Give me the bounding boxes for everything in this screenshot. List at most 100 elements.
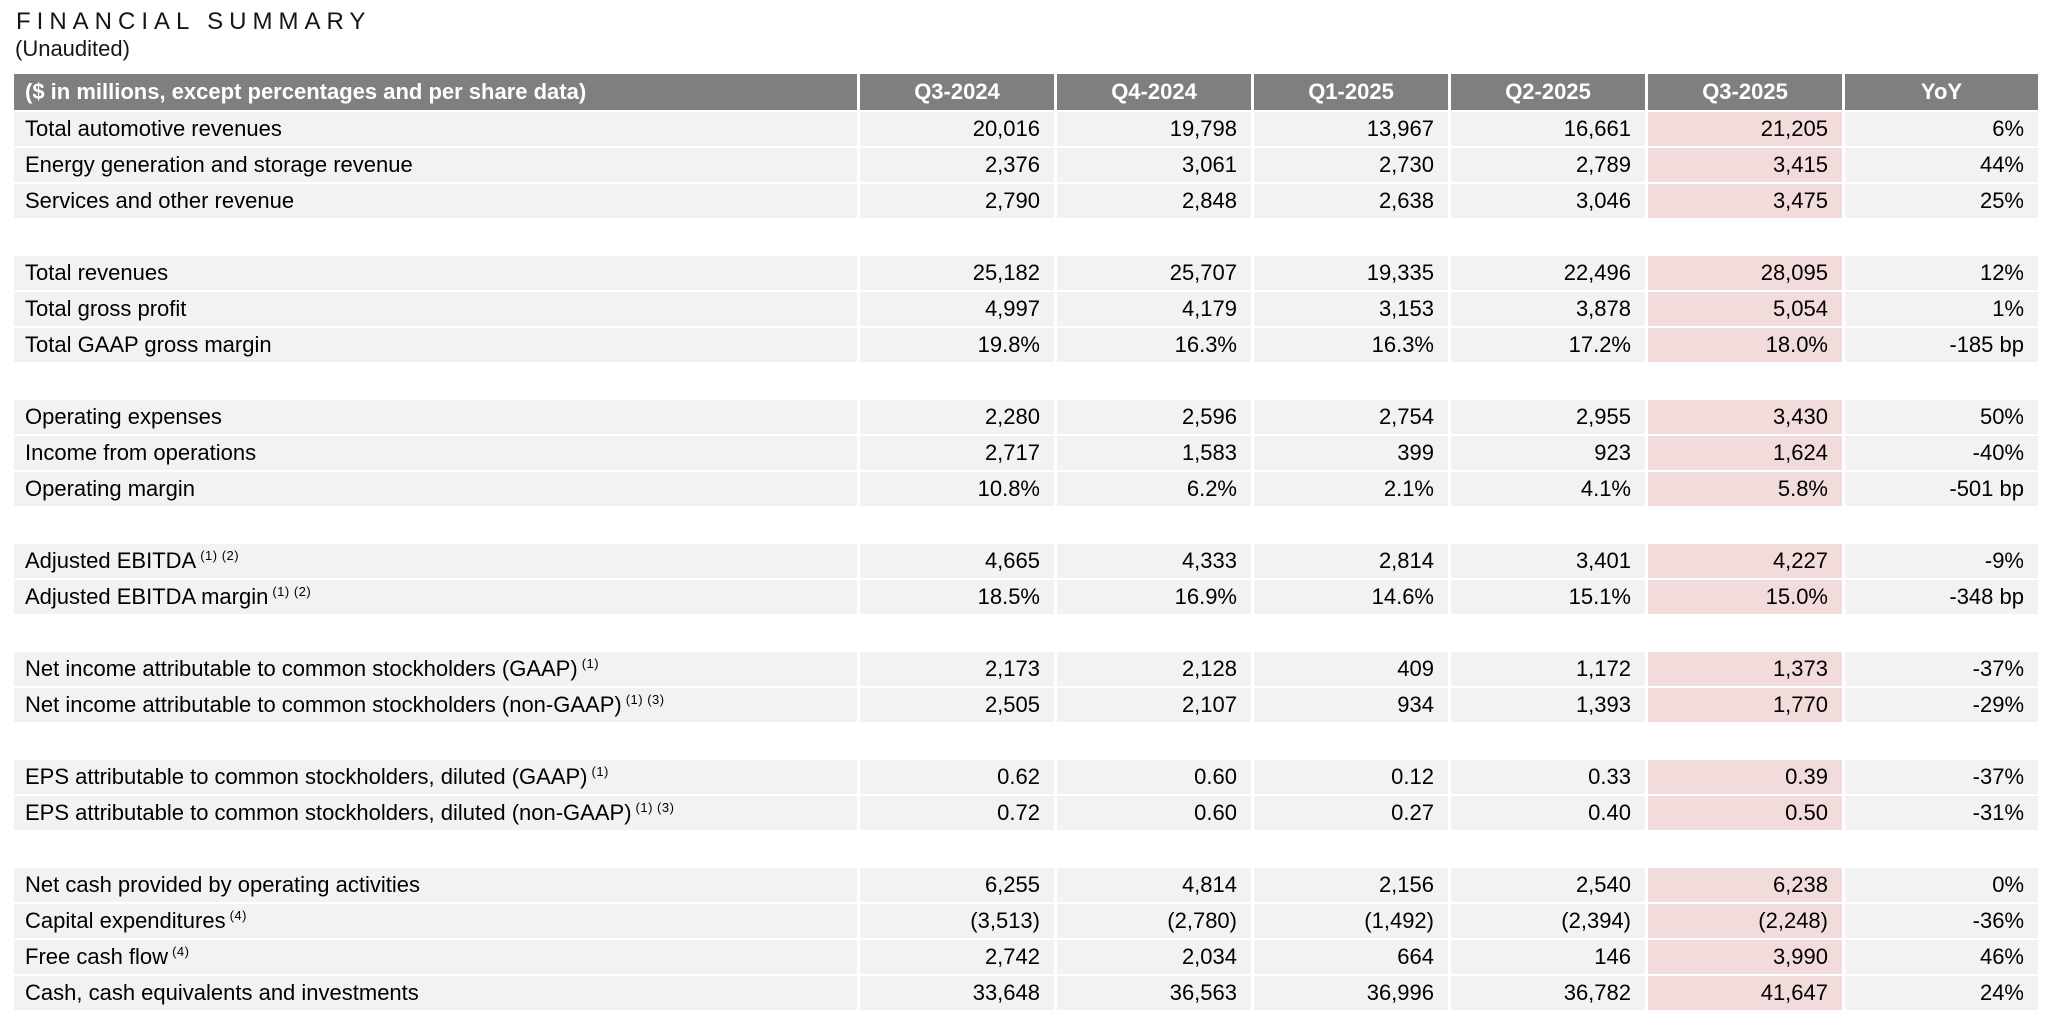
value-cell: 0.60: [1057, 796, 1254, 832]
value-cell: (3,513): [860, 904, 1057, 940]
value-cell: 0.62: [860, 760, 1057, 796]
table-row: Adjusted EBITDA margin (1) (2) 18.5% 16.9% 1…: [14, 580, 2038, 616]
value-cell: 16,661: [1451, 112, 1648, 148]
value-cell: 4,179: [1057, 292, 1254, 328]
value-cell: 2,789: [1451, 148, 1648, 184]
value-cell: 2,790: [860, 184, 1057, 220]
yoy-value-cell: 44%: [1845, 148, 2038, 184]
value-cell: 0.40: [1451, 796, 1648, 832]
row-label: Capital expenditures (4): [14, 904, 860, 940]
table-row: Capital expenditures (4) (3,513) (2,780) (1,…: [14, 904, 2038, 940]
value-cell: 934: [1254, 688, 1451, 724]
value-cell: 20,016: [860, 112, 1057, 148]
yoy-value-cell: 24%: [1845, 976, 2038, 1012]
table-group-gap: [14, 832, 2038, 868]
value-cell: 2,156: [1254, 868, 1451, 904]
value-cell: 0.12: [1254, 760, 1451, 796]
value-cell: 2,280: [860, 400, 1057, 436]
column-header-q2-2025: Q2-2025: [1451, 74, 1648, 112]
row-label: Adjusted EBITDA margin (1) (2): [14, 580, 860, 616]
table-group-gap: [14, 220, 2038, 256]
value-cell: 2,848: [1057, 184, 1254, 220]
value-cell: 1,373: [1648, 652, 1845, 688]
table-row: Operating expenses 2,280 2,596 2,754 2,955 3,…: [14, 400, 2038, 436]
value-cell: (1,492): [1254, 904, 1451, 940]
column-header-q1-2025: Q1-2025: [1254, 74, 1451, 112]
value-cell: 16.3%: [1057, 328, 1254, 364]
table-row: Net income attributable to common stockh…: [14, 652, 2038, 688]
page-title: FINANCIAL SUMMARY: [16, 8, 372, 35]
yoy-value-cell: -348 bp: [1845, 580, 2038, 616]
value-cell: 4,814: [1057, 868, 1254, 904]
row-label: Net income attributable to common stockh…: [14, 688, 860, 724]
value-cell: 3,990: [1648, 940, 1845, 976]
table-row: EPS attributable to common stockholders,…: [14, 760, 2038, 796]
value-cell: 0.72: [860, 796, 1057, 832]
value-cell: 2,376: [860, 148, 1057, 184]
value-cell: 16.9%: [1057, 580, 1254, 616]
footnote-marker: (1): [581, 655, 600, 671]
row-label: Net cash provided by operating activitie…: [14, 868, 860, 904]
footnote-marker: (1): [591, 763, 609, 779]
yoy-value-cell: -501 bp: [1845, 472, 2038, 508]
table-body: Total automotive revenues 20,016 19,798 13,…: [14, 112, 2038, 1012]
value-cell: 16.3%: [1254, 328, 1451, 364]
table-row: Cash, cash equivalents and investments 33…: [14, 976, 2038, 1012]
value-cell: 25,182: [860, 256, 1057, 292]
value-cell: 6,238: [1648, 868, 1845, 904]
value-cell: 409: [1254, 652, 1451, 688]
value-cell: 3,401: [1451, 544, 1648, 580]
table-row: EPS attributable to common stockholders,…: [14, 796, 2038, 832]
table-row: Total GAAP gross margin 19.8% 16.3% 16.3% 17…: [14, 328, 2038, 364]
value-cell: 21,205: [1648, 112, 1845, 148]
value-cell: 2,596: [1057, 400, 1254, 436]
value-cell: 1,770: [1648, 688, 1845, 724]
table-row: Energy generation and storage revenue 2,3…: [14, 148, 2038, 184]
value-cell: 2,034: [1057, 940, 1254, 976]
value-cell: 4,227: [1648, 544, 1845, 580]
yoy-value-cell: -9%: [1845, 544, 2038, 580]
value-cell: 3,430: [1648, 400, 1845, 436]
row-label: EPS attributable to common stockholders,…: [14, 796, 860, 832]
value-cell: 3,415: [1648, 148, 1845, 184]
value-cell: 5.8%: [1648, 472, 1845, 508]
value-cell: 19.8%: [860, 328, 1057, 364]
value-cell: 6,255: [860, 868, 1057, 904]
value-cell: 18.0%: [1648, 328, 1845, 364]
footnote-marker: (1) (2): [200, 547, 240, 563]
value-cell: 36,996: [1254, 976, 1451, 1012]
row-label: Services and other revenue: [14, 184, 860, 220]
value-cell: 3,878: [1451, 292, 1648, 328]
value-cell: 0.60: [1057, 760, 1254, 796]
value-cell: 2,717: [860, 436, 1057, 472]
value-cell: 0.33: [1451, 760, 1648, 796]
financial-summary-table: ($ in millions, except percentages and p…: [14, 74, 2038, 1012]
value-cell: 18.5%: [860, 580, 1057, 616]
value-cell: 1,393: [1451, 688, 1648, 724]
value-cell: 1,172: [1451, 652, 1648, 688]
value-cell: 15.0%: [1648, 580, 1845, 616]
footnote-marker: (1) (2): [272, 583, 312, 599]
yoy-value-cell: -37%: [1845, 652, 2038, 688]
value-cell: 41,647: [1648, 976, 1845, 1012]
table-group-gap: [14, 508, 2038, 544]
row-label: Adjusted EBITDA (1) (2): [14, 544, 860, 580]
row-label: Total gross profit: [14, 292, 860, 328]
table-row: Total automotive revenues 20,016 19,798 13,…: [14, 112, 2038, 148]
yoy-value-cell: -29%: [1845, 688, 2038, 724]
yoy-value-cell: -185 bp: [1845, 328, 2038, 364]
table-row: Adjusted EBITDA (1) (2) 4,665 4,333 2,814 3,4…: [14, 544, 2038, 580]
value-cell: (2,394): [1451, 904, 1648, 940]
value-cell: 1,583: [1057, 436, 1254, 472]
row-label: Total revenues: [14, 256, 860, 292]
value-cell: 0.39: [1648, 760, 1845, 796]
row-label: Cash, cash equivalents and investments: [14, 976, 860, 1012]
table-header-row: ($ in millions, except percentages and p…: [14, 74, 2038, 112]
value-cell: 2,107: [1057, 688, 1254, 724]
value-cell: 36,563: [1057, 976, 1254, 1012]
yoy-value-cell: 1%: [1845, 292, 2038, 328]
table-row: Net cash provided by operating activitie…: [14, 868, 2038, 904]
column-header-q3-2024: Q3-2024: [860, 74, 1057, 112]
value-cell: 4,333: [1057, 544, 1254, 580]
